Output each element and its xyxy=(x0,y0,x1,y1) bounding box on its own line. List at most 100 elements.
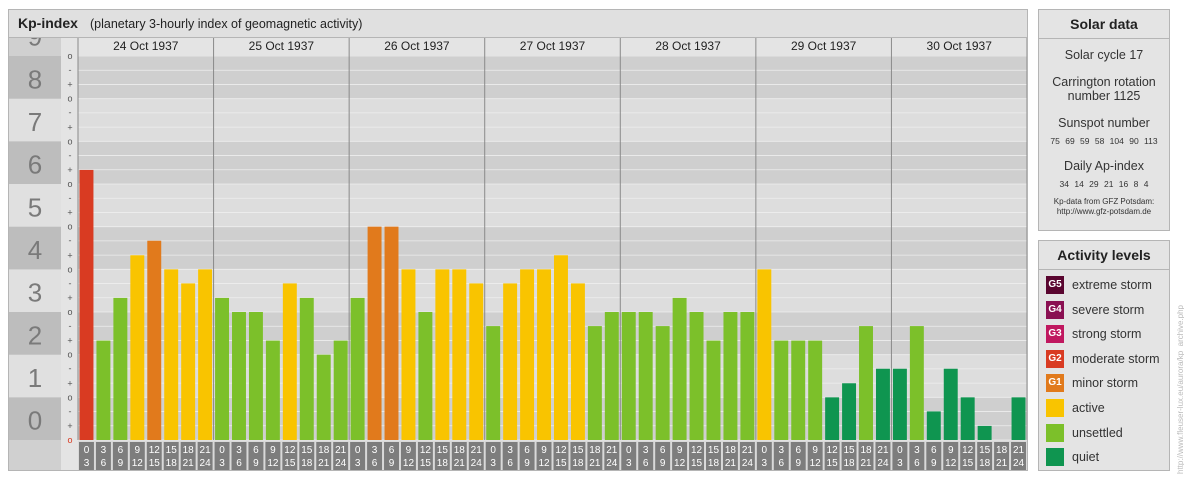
interval-start-label: 15 xyxy=(979,445,991,456)
interval-end-label: 9 xyxy=(524,458,530,469)
kp-bar xyxy=(554,255,568,440)
interval-end-label: 9 xyxy=(660,458,666,469)
interval-end-label: 9 xyxy=(253,458,259,469)
kp-bar xyxy=(113,297,128,440)
interval-end-label: 24 xyxy=(606,458,618,469)
interval-cell xyxy=(417,442,433,470)
interval-start-label: 12 xyxy=(149,445,161,456)
interval-cell xyxy=(655,442,671,470)
interval-cell xyxy=(112,442,128,470)
interval-cell xyxy=(807,442,823,470)
interval-start-label: 12 xyxy=(827,445,839,456)
interval-start-label: 21 xyxy=(200,445,212,456)
interval-start-label: 18 xyxy=(454,445,466,456)
interval-end-label: 3 xyxy=(490,458,496,469)
data-source-label: Kp-data from GFZ Potsdam: xyxy=(1053,197,1155,206)
interval-start-label: 6 xyxy=(660,445,666,456)
interval-end-label: 21 xyxy=(454,458,466,469)
legend-swatch xyxy=(1046,423,1064,442)
kp-bar xyxy=(740,312,755,440)
interval-cell xyxy=(214,442,230,470)
kp-bar xyxy=(842,383,857,440)
kp-bar xyxy=(79,169,94,441)
legend-item: G5 extreme storm xyxy=(1039,273,1169,298)
source-credit: http://www.fleuser-lux.eu/aurora/kp_arch… xyxy=(1176,305,1184,474)
interval-start-label: 6 xyxy=(389,445,395,456)
interval-cell xyxy=(485,442,501,470)
interval-start-label: 12 xyxy=(962,445,974,456)
interval-cell xyxy=(282,442,298,470)
activity-levels-panel: Activity levels G5 extreme storm G4 seve… xyxy=(1038,240,1170,471)
interval-end-label: 15 xyxy=(149,458,161,469)
interval-end-label: 24 xyxy=(335,458,347,469)
interval-start-label: 12 xyxy=(555,445,567,456)
interval-cell xyxy=(231,442,247,470)
interval-end-label: 6 xyxy=(914,458,920,469)
y-minor-mark: o xyxy=(67,435,72,445)
legend-label: minor storm xyxy=(1072,376,1138,391)
y-minor-mark: + xyxy=(67,122,72,132)
interval-cell xyxy=(689,442,705,470)
legend-swatch xyxy=(1046,448,1064,467)
y-minor-mark: + xyxy=(67,80,72,90)
interval-start-label: 9 xyxy=(406,445,412,456)
interval-cell xyxy=(400,442,416,470)
interval-start-label: 21 xyxy=(742,445,754,456)
interval-cell xyxy=(384,442,399,470)
y-minor-mark: o xyxy=(67,392,72,402)
kp-bar xyxy=(909,326,924,440)
chart-header: Kp-index (planetary 3-hourly index of ge… xyxy=(9,10,1027,38)
y-tick-label: 6 xyxy=(28,150,42,180)
legend-label: quiet xyxy=(1072,450,1100,465)
y-band xyxy=(78,269,1027,312)
y-tick-label: 4 xyxy=(28,235,42,265)
legend-label: active xyxy=(1072,400,1105,415)
interval-start-label: 18 xyxy=(318,445,330,456)
y-band xyxy=(78,226,1027,270)
chart-title: Kp-index xyxy=(18,15,78,31)
interval-end-label: 15 xyxy=(962,458,974,469)
interval-start-label: 9 xyxy=(812,445,818,456)
interval-cell xyxy=(1011,442,1026,470)
interval-start-label: 21 xyxy=(877,445,889,456)
legend-swatch: G1 xyxy=(1046,374,1064,393)
kp-bar xyxy=(401,269,416,440)
interval-start-label: 3 xyxy=(372,445,378,456)
kp-bar xyxy=(248,312,263,440)
day-label: 30 Oct 1937 xyxy=(927,39,993,53)
legend-item: active xyxy=(1039,396,1169,421)
day-header-row xyxy=(78,38,1027,56)
kp-bar xyxy=(418,312,433,440)
interval-end-label: 18 xyxy=(572,458,584,469)
interval-start-label: 6 xyxy=(795,445,801,456)
minor-mark-column xyxy=(61,38,78,470)
interval-end-label: 24 xyxy=(471,458,483,469)
interval-end-label: 12 xyxy=(674,458,686,469)
interval-end-label: 18 xyxy=(437,458,449,469)
interval-end-label: 6 xyxy=(372,458,378,469)
day-label: 27 Oct 1937 xyxy=(520,39,586,53)
interval-cell xyxy=(604,442,620,470)
y-minor-mark: + xyxy=(67,208,72,218)
legend-label: moderate storm xyxy=(1072,351,1160,366)
interval-cell xyxy=(909,442,925,470)
kp-bar xyxy=(232,312,246,440)
day-label: 29 Oct 1937 xyxy=(791,39,857,53)
interval-end-label: 21 xyxy=(860,458,872,469)
legend-item: quiet xyxy=(1039,445,1169,470)
y-minor-mark: - xyxy=(69,236,72,246)
interval-cell xyxy=(722,442,738,470)
y-band-label xyxy=(9,269,61,312)
interval-cell xyxy=(536,442,552,470)
kp-bar xyxy=(384,226,399,440)
interval-cell xyxy=(672,442,688,470)
kp-bar xyxy=(621,312,636,440)
interval-start-label: 18 xyxy=(996,445,1008,456)
interval-cell xyxy=(994,442,1010,470)
interval-end-label: 3 xyxy=(762,458,768,469)
y-minor-mark: + xyxy=(67,421,72,431)
interval-start-label: 6 xyxy=(524,445,530,456)
y-minor-mark: o xyxy=(67,307,72,317)
interval-end-label: 18 xyxy=(301,458,313,469)
kp-bar xyxy=(316,354,331,440)
